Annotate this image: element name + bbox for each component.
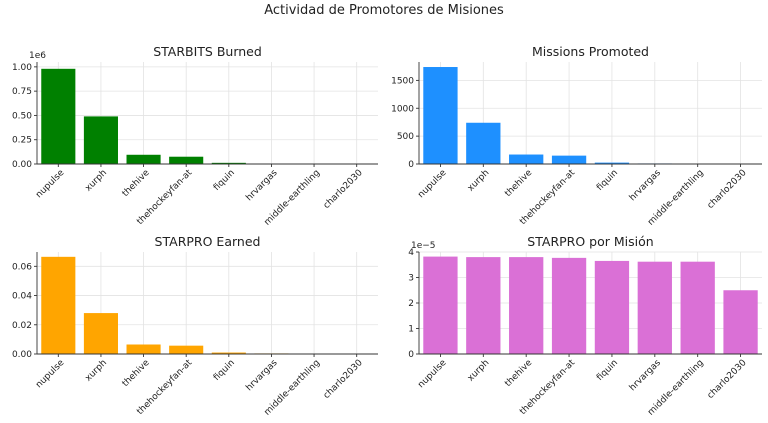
bar-thehive [126,344,161,354]
y-tick-label: 1500 [391,76,414,86]
y-tick-label: 0.00 [12,160,32,170]
x-tick-label: hrvargas [628,168,663,203]
x-tick-label: thehive [503,358,534,389]
y-tick-label: 3 [408,274,414,284]
figure-title: Actividad de Promotores de Misiones [264,3,504,18]
subplot-title: STARPRO por Misión [527,234,653,249]
bar-fiquin [594,260,630,354]
bar-nupulse [423,256,458,354]
x-tick-label: hrvargas [628,358,663,393]
x-tick-label: charlo2030 [322,168,365,211]
bar-thehockeyfan-at [551,155,587,164]
x-tick-label: xurph [466,168,492,194]
x-tick-label: fiquin [595,358,620,383]
bar-thehockeyfan-at [169,156,204,164]
x-tick-label: fiquin [212,358,237,383]
x-tick-label: hrvargas [244,168,279,203]
x-tick-label: charlo2030 [706,358,749,401]
subplot-title: STARBITS Burned [153,44,262,59]
bar-xurph [466,257,501,354]
bar-xurph [466,122,501,164]
bar-fiquin [211,352,246,354]
y-tick-label: 0 [408,350,414,360]
y-tick-label: 2 [408,299,414,309]
x-tick-label: fiquin [212,168,237,193]
bar-nupulse [41,68,76,164]
y-tick-label: 0.02 [12,321,32,331]
y-tick-label: 0.50 [12,111,32,121]
y-tick-label: 0.75 [12,87,32,97]
x-tick-label: hrvargas [244,358,279,393]
bar-fiquin [211,162,246,164]
bar-xurph [83,313,118,354]
x-tick-label: nupulse [34,168,67,201]
x-tick-label: xurph [466,358,492,384]
y-tick-label: 500 [397,132,414,142]
y-tick-label: 0 [408,160,414,170]
x-tick-label: thehive [503,168,534,199]
y-tick-label: 0.04 [12,292,32,302]
x-tick-label: xurph [83,168,109,194]
axis-scale-label: 1e−5 [411,241,436,251]
x-tick-label: charlo2030 [706,168,749,211]
bar-thehockeyfan-at [169,345,204,354]
bar-nupulse [423,67,458,164]
bar-thehive [509,257,544,354]
y-tick-label: 1000 [391,104,414,114]
y-tick-label: 0.06 [12,262,32,272]
y-tick-label: 0.00 [12,350,32,360]
bar-thehockeyfan-at [551,257,587,354]
y-tick-label: 1.00 [12,63,32,73]
x-tick-label: thehive [121,168,152,199]
y-tick-label: 0.25 [12,136,32,146]
axis-scale-label: 1e6 [29,51,46,61]
x-tick-label: thehive [121,358,152,389]
bar-middle-earthling [680,261,715,354]
bar-thehive [126,154,161,164]
bar-hrvargas [637,261,672,354]
bar-charlo2030 [723,290,758,354]
y-tick-label: 1 [408,325,414,335]
x-tick-label: fiquin [595,168,620,193]
x-tick-label: xurph [83,358,109,384]
x-tick-label: nupulse [416,358,449,391]
bar-xurph [83,116,118,164]
bar-thehive [509,154,544,164]
bar-fiquin [594,162,630,164]
bar-nupulse [41,256,76,354]
subplot-title: STARPRO Earned [155,234,261,249]
subplot-title: Missions Promoted [532,44,649,59]
x-tick-label: charlo2030 [322,358,365,401]
x-tick-label: nupulse [34,358,67,391]
x-tick-label: nupulse [416,168,449,201]
y-tick-label: 4 [408,248,414,258]
